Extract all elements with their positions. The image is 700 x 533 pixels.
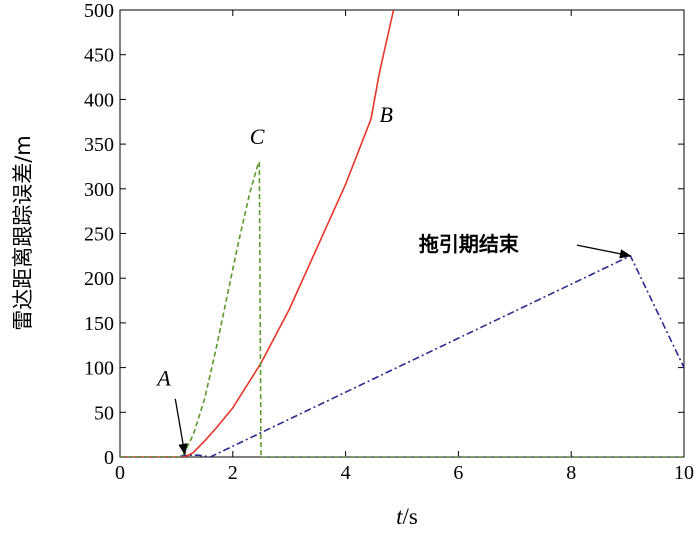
y-tick-label: 100 [84,358,114,380]
x-tick-label: 4 [341,462,351,484]
annotation-arrow [576,244,632,259]
x-tick-label: 10 [674,462,694,484]
y-tick-label: 350 [84,134,114,156]
x-axis-unit: /s [403,504,418,529]
curve-label-a: A [155,365,171,390]
x-axis-variable: t [396,504,403,529]
curve-label-b: B [379,102,392,127]
y-tick-label: 150 [84,313,114,335]
x-tick-label: 2 [228,462,238,484]
y-tick-label: 50 [94,402,114,424]
plot-frame [119,9,685,458]
y-tick-label: 300 [84,179,114,201]
y-axis-label: 雷达距离跟踪误差/m [11,135,35,331]
x-tick-label: 8 [566,462,576,484]
y-tick-label: 450 [84,45,114,67]
y-tick-label: 250 [84,224,114,246]
x-tick-label: 0 [115,462,125,484]
curve-label-c: C [250,124,265,149]
annotation-text: 拖引期结束 [419,232,520,256]
annotation-arrow [174,398,188,456]
series-line-a [120,255,684,457]
x-tick-label: 6 [453,462,463,484]
y-tick-label: 400 [84,89,114,111]
y-tick-label: 500 [84,0,114,22]
series-line-c [120,161,684,457]
x-axis-label: t/s [396,504,418,529]
y-tick-label: 0 [104,447,114,469]
y-tick-label: 200 [84,268,114,290]
